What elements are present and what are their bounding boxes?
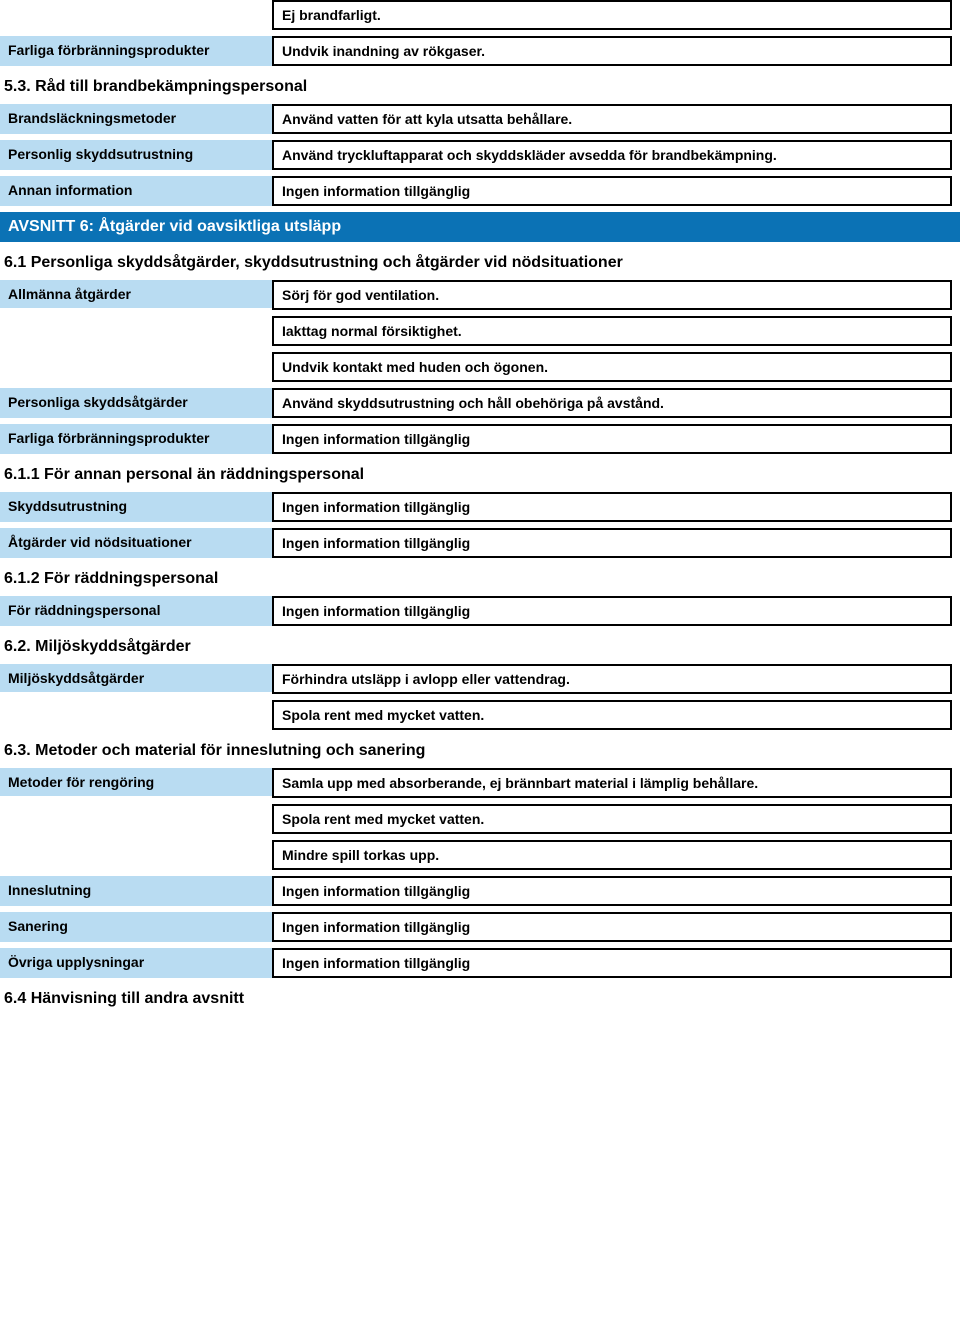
label-metoder-rengoring: Metoder för rengöring: [0, 768, 272, 796]
label-farliga-forbr-6-1: Farliga förbränningsprodukter: [0, 424, 272, 454]
label-miljoskydd: Miljöskyddsåtgärder: [0, 664, 272, 692]
value-allmanna-c: Undvik kontakt med huden och ögonen.: [272, 352, 952, 382]
value-sanering: Ingen information tillgänglig: [272, 912, 952, 942]
value-brandslackningsmetoder: Använd vatten för att kyla utsatta behål…: [272, 104, 952, 134]
row-farliga-forbranningsprodukter: Farliga förbränningsprodukter Undvik ina…: [0, 36, 960, 66]
value-personliga-skyddsatgarder: Använd skyddsutrustning och håll obehöri…: [272, 388, 952, 418]
value-skyddsutrustning: Ingen information tillgänglig: [272, 492, 952, 522]
value-miljo-b: Spola rent med mycket vatten.: [272, 700, 952, 730]
heading-6-2: 6.2. Miljöskyddsåtgärder: [0, 632, 960, 664]
row-inneslutning: Inneslutning Ingen information tillgängl…: [0, 876, 960, 906]
heading-5-3: 5.3. Råd till brandbekämpningspersonal: [0, 72, 960, 104]
value-metoder-a: Samla upp med absorberande, ej brännbart…: [272, 768, 952, 798]
value-for-raddningspersonal: Ingen information tillgänglig: [272, 596, 952, 626]
value-miljo-a: Förhindra utsläpp i avlopp eller vattend…: [272, 664, 952, 694]
sds-page: Ej brandfarligt. Farliga förbränningspro…: [0, 0, 960, 1016]
row-for-raddningspersonal: För räddningspersonal Ingen information …: [0, 596, 960, 626]
label-personlig-skyddsutrustning: Personlig skyddsutrustning: [0, 140, 272, 170]
label-sanering: Sanering: [0, 912, 272, 942]
value-metoder-b: Spola rent med mycket vatten.: [272, 804, 952, 834]
heading-6-1-2: 6.1.2 För räddningspersonal: [0, 564, 960, 596]
spacer: [0, 0, 272, 30]
label-farliga-forbranningsprodukter: Farliga förbränningsprodukter: [0, 36, 272, 66]
row-farliga-forbr-6-1: Farliga förbränningsprodukter Ingen info…: [0, 424, 960, 454]
row-miljoskydd: Miljöskyddsåtgärder Förhindra utsläpp i …: [0, 664, 960, 730]
value-allmanna-a: Sörj för god ventilation.: [272, 280, 952, 310]
value-annan-information: Ingen information tillgänglig: [272, 176, 952, 206]
row-personlig-skyddsutrustning: Personlig skyddsutrustning Använd tryckl…: [0, 140, 960, 170]
row-ovriga-upplysningar: Övriga upplysningar Ingen information ti…: [0, 948, 960, 978]
label-for-raddningspersonal: För räddningspersonal: [0, 596, 272, 626]
row-metoder-rengoring: Metoder för rengöring Samla upp med abso…: [0, 768, 960, 870]
row-sanering: Sanering Ingen information tillgänglig: [0, 912, 960, 942]
value-personlig-skyddsutrustning: Använd tryckluftapparat och skyddskläder…: [272, 140, 952, 170]
value-inneslutning: Ingen information tillgänglig: [272, 876, 952, 906]
row-annan-information: Annan information Ingen information till…: [0, 176, 960, 206]
label-ovriga-upplysningar: Övriga upplysningar: [0, 948, 272, 978]
row-allmanna-atgarder: Allmänna åtgärder Sörj för god ventilati…: [0, 280, 960, 382]
value-farliga-forbr-6-1: Ingen information tillgänglig: [272, 424, 952, 454]
heading-6-1: 6.1 Personliga skyddsåtgärder, skyddsutr…: [0, 248, 960, 280]
row-ej-brandfarligt: Ej brandfarligt.: [0, 0, 960, 30]
value-ej-brandfarligt: Ej brandfarligt.: [272, 0, 952, 30]
label-annan-information: Annan information: [0, 176, 272, 206]
row-brandslackningsmetoder: Brandsläckningsmetoder Använd vatten för…: [0, 104, 960, 134]
label-atgarder-nod: Åtgärder vid nödsituationer: [0, 528, 272, 558]
label-brandslackningsmetoder: Brandsläckningsmetoder: [0, 104, 272, 134]
value-ovriga-upplysningar: Ingen information tillgänglig: [272, 948, 952, 978]
value-metoder-c: Mindre spill torkas upp.: [272, 840, 952, 870]
heading-6-1-1: 6.1.1 För annan personal än räddningsper…: [0, 460, 960, 492]
row-personliga-skyddsatgarder: Personliga skyddsåtgärder Använd skyddsu…: [0, 388, 960, 418]
section-bar-avsnitt-6: AVSNITT 6: Åtgärder vid oavsiktliga utsl…: [0, 212, 960, 242]
values-miljoskydd: Förhindra utsläpp i avlopp eller vattend…: [272, 664, 952, 730]
heading-6-3: 6.3. Metoder och material för inneslutni…: [0, 736, 960, 768]
value-atgarder-nod: Ingen information tillgänglig: [272, 528, 952, 558]
label-inneslutning: Inneslutning: [0, 876, 272, 906]
heading-6-4: 6.4 Hänvisning till andra avsnitt: [0, 984, 960, 1016]
value-allmanna-b: Iakttag normal försiktighet.: [272, 316, 952, 346]
label-allmanna-atgarder: Allmänna åtgärder: [0, 280, 272, 308]
row-skyddsutrustning: Skyddsutrustning Ingen information tillg…: [0, 492, 960, 522]
value-undvik-inandning: Undvik inandning av rökgaser.: [272, 36, 952, 66]
values-allmanna-atgarder: Sörj för god ventilation. Iakttag normal…: [272, 280, 952, 382]
values-metoder-rengoring: Samla upp med absorberande, ej brännbart…: [272, 768, 952, 870]
label-skyddsutrustning: Skyddsutrustning: [0, 492, 272, 522]
row-atgarder-nod: Åtgärder vid nödsituationer Ingen inform…: [0, 528, 960, 558]
label-personliga-skyddsatgarder: Personliga skyddsåtgärder: [0, 388, 272, 418]
